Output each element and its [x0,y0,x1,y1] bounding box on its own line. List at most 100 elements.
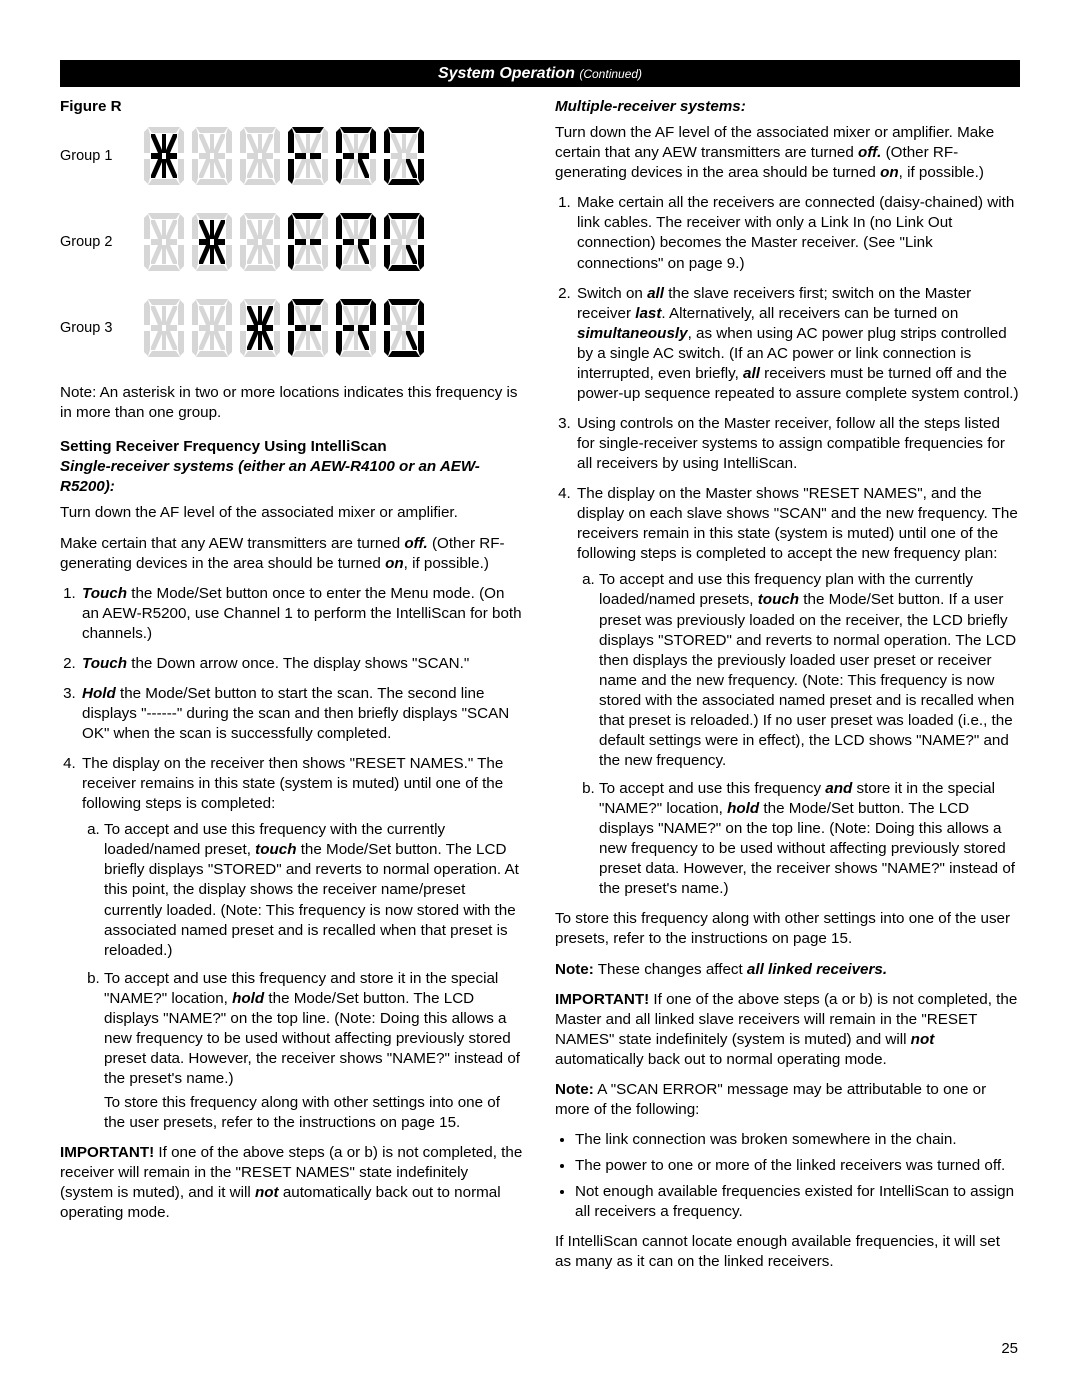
blank-segment [142,297,186,359]
paragraph: Make certain that any AEW transmitters a… [60,534,525,574]
text: These changes affect [594,961,747,978]
text: the Mode/Set button once to enter the Me… [82,585,522,642]
subsection-heading: Single-receiver systems (either an AEW-R… [60,457,525,497]
note-paragraph: Note: A "SCAN ERROR" message may be attr… [555,1080,1020,1120]
figure-label: Figure R [60,97,525,117]
figure-row: Group 1 [60,125,525,187]
asterisk-icon [238,297,282,359]
list-item: Using controls on the Master receiver, f… [575,414,1020,474]
emph-text: all [647,285,664,302]
group-label: Group 2 [60,233,142,252]
right-column: Multiple-receiver systems: Turn down the… [555,97,1020,1282]
segment-char [286,297,330,359]
list-item: Touch the Down arrow once. The display s… [80,654,525,674]
content-columns: Figure R Group 1 Group 2 Group 3 Note: An … [60,97,1020,1282]
sub-paragraph: To store this frequency along with other… [104,1093,525,1133]
emph-text: hold [232,990,264,1007]
segment-char [334,125,378,187]
section-header: System Operation (Continued) [60,60,1020,87]
list-item: To accept and use this frequency plan wi… [599,570,1020,771]
important-label: IMPORTANT! [555,991,649,1008]
segment-display [142,211,426,273]
note-label: Note: [555,961,594,978]
subsection-heading: Multiple-receiver systems: [555,97,1020,117]
text: The display on the Master shows "RESET N… [577,485,1018,562]
segment-char [286,211,330,273]
bullet-list: The link connection was broken somewhere… [555,1130,1020,1222]
figure-row: Group 2 [60,211,525,273]
segment-display [142,125,426,187]
text: Switch on [577,285,647,302]
text: automatically back out to normal operati… [555,1051,887,1068]
text: Make certain that any AEW transmitters a… [60,535,404,552]
emph-text: Touch [82,655,127,672]
section-heading: Setting Receiver Frequency Using Intelli… [60,437,525,457]
list-item: Hold the Mode/Set button to start the sc… [80,684,525,744]
emph-text: touch [255,841,296,858]
group-label: Group 1 [60,147,142,166]
emph-text: off. [404,535,427,552]
figure-note: Note: An asterisk in two or more locatio… [60,383,525,423]
group-label: Group 3 [60,319,142,338]
emph-text: Touch [82,585,127,602]
segment-char [382,211,426,273]
paragraph: Turn down the AF level of the associated… [60,503,525,523]
segment-char [286,125,330,187]
list-item: To accept and use this frequency and sto… [599,779,1020,899]
asterisk-icon [190,211,234,273]
emph-text: Hold [82,685,116,702]
alpha-list: To accept and use this frequency plan wi… [577,570,1020,899]
emph-text: all linked receivers. [747,961,887,978]
left-column: Figure R Group 1 Group 2 Group 3 Note: An … [60,97,525,1282]
list-item: Make certain all the receivers are conne… [575,193,1020,273]
paragraph: If IntelliScan cannot locate enough avai… [555,1232,1020,1272]
emph-text: all [743,365,760,382]
important-label: IMPORTANT! [60,1144,154,1161]
blank-segment [238,125,282,187]
note-paragraph: Note: These changes affect all linked re… [555,960,1020,980]
emph-text: hold [727,800,759,817]
header-title: System Operation [438,65,575,82]
list-item: To accept and use this frequency with th… [104,820,525,960]
list-item: To accept and use this frequency and sto… [104,969,525,1134]
ordered-list: Make certain all the receivers are conne… [555,193,1020,899]
text: the Mode/Set button to start the scan. T… [82,685,509,742]
list-item: The power to one or more of the linked r… [575,1156,1020,1176]
blank-segment [190,297,234,359]
list-item: The link connection was broken somewhere… [575,1130,1020,1150]
list-item: Not enough available frequencies existed… [575,1182,1020,1222]
segment-char [334,297,378,359]
page-number: 25 [1001,1339,1018,1359]
paragraph: To store this frequency along with other… [555,909,1020,949]
segment-char [382,297,426,359]
list-item: Touch the Mode/Set button once to enter … [80,584,525,644]
alpha-list: To accept and use this frequency with th… [82,820,525,1133]
text: A "SCAN ERROR" message may be attributab… [555,1081,986,1118]
emph-text: on [880,164,899,181]
emph-text: touch [758,591,799,608]
text: the Mode/Set button. The LCD briefly dis… [104,841,519,958]
list-item: The display on the receiver then shows "… [80,754,525,1133]
emph-text: off. [858,144,881,161]
emph-text: not [911,1031,935,1048]
text: . Alternatively, all receivers can be tu… [661,305,958,322]
text: , if possible.) [899,164,984,181]
header-cont: (Continued) [579,67,642,81]
emph-text: on [385,555,404,572]
emph-text: and [825,780,852,797]
asterisk-icon [142,125,186,187]
segment-char [334,211,378,273]
text: , if possible.) [404,555,489,572]
emph-text: simultaneously [577,325,688,342]
blank-segment [190,125,234,187]
list-item: The display on the Master shows "RESET N… [575,484,1020,899]
figure-rows: Group 1 Group 2 Group 3 [60,125,525,359]
emph-text: last [635,305,661,322]
important-paragraph: IMPORTANT! If one of the above steps (a … [555,990,1020,1070]
text: the Down arrow once. The display shows "… [127,655,469,672]
emph-text: not [255,1184,279,1201]
paragraph: Turn down the AF level of the associated… [555,123,1020,183]
important-paragraph: IMPORTANT! If one of the above steps (a … [60,1143,525,1223]
segment-char [382,125,426,187]
text: The display on the receiver then shows "… [82,755,503,812]
